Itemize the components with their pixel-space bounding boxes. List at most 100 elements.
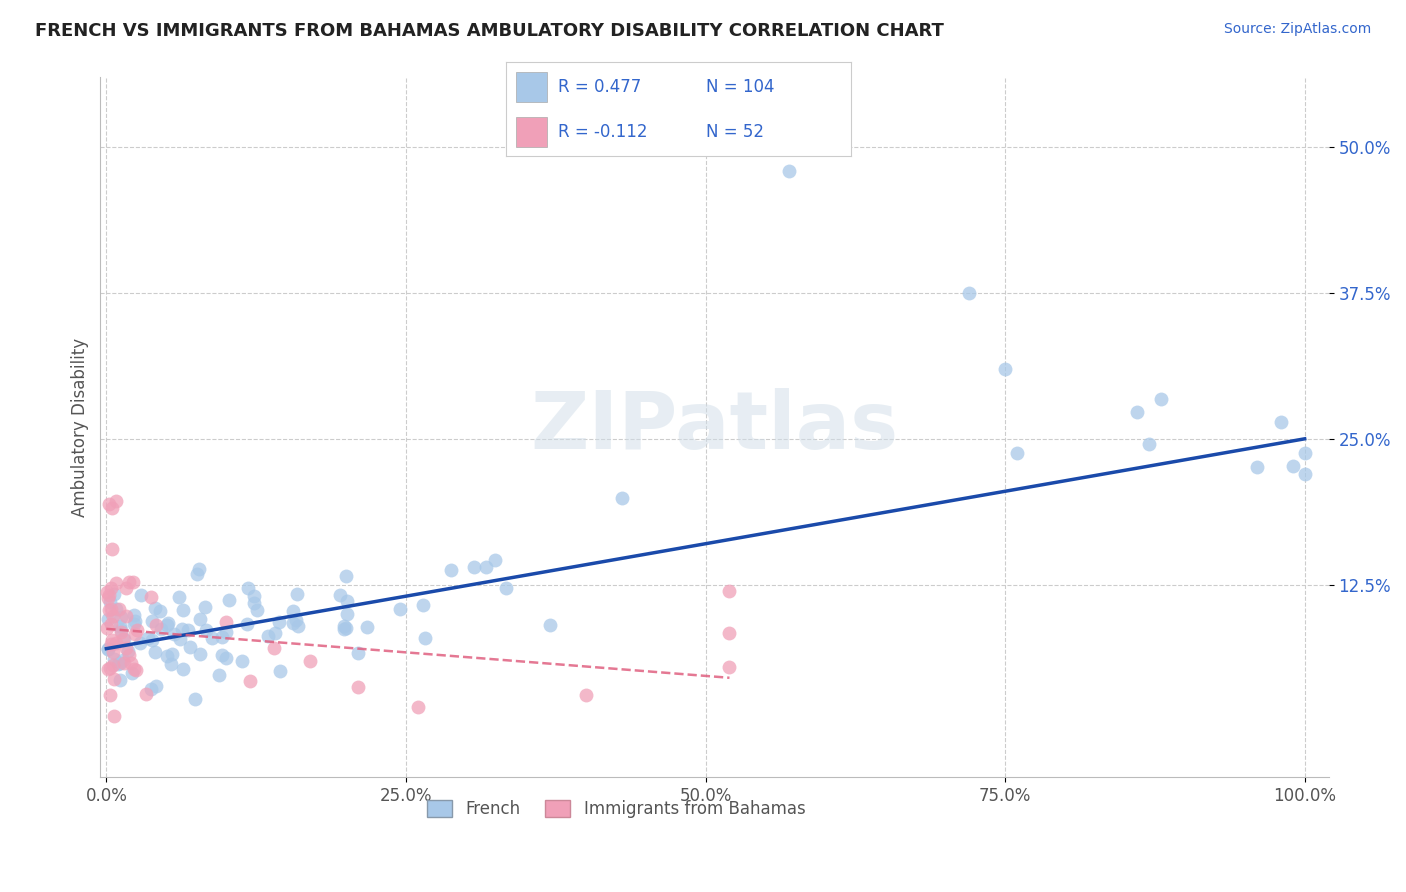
Point (333, 622, 356, 636)
Point (243, 589, 266, 603)
Point (115, 640, 138, 655)
Point (122, 616, 145, 631)
Point (145, 679, 167, 693)
Point (156, 649, 179, 664)
Point (122, 662, 145, 676)
Point (141, 590, 163, 604)
Point (1294, 445, 1316, 459)
Point (389, 602, 412, 616)
Point (495, 581, 517, 595)
Point (201, 631, 224, 645)
Bar (516, 72, 547, 102)
Point (100, 632, 122, 647)
Point (610, 491, 633, 505)
Point (156, 617, 179, 632)
Point (284, 613, 307, 627)
Point (236, 582, 259, 596)
Point (100, 501, 122, 516)
Point (143, 601, 166, 615)
Point (135, 687, 157, 701)
Point (336, 607, 359, 622)
Point (415, 632, 437, 646)
Point (105, 602, 128, 616)
Point (136, 631, 159, 645)
Point (96, 585, 118, 599)
Point (124, 664, 146, 678)
Point (97, 589, 120, 603)
Point (211, 648, 233, 663)
Point (149, 622, 172, 636)
Point (474, 560, 496, 574)
Point (957, 286, 980, 301)
Text: R = -0.112: R = -0.112 (558, 123, 647, 141)
Point (329, 588, 352, 602)
Point (269, 664, 291, 678)
Point (179, 640, 201, 654)
Point (120, 656, 142, 670)
Point (285, 587, 308, 601)
Point (97, 642, 120, 657)
Point (575, 688, 598, 702)
Point (156, 616, 179, 631)
Point (163, 626, 186, 640)
Point (124, 626, 146, 640)
Point (718, 660, 741, 674)
Point (243, 596, 266, 610)
Point (167, 591, 190, 605)
Point (231, 654, 253, 668)
Point (347, 647, 370, 661)
Point (463, 560, 485, 574)
Text: N = 52: N = 52 (706, 123, 763, 141)
Point (112, 657, 135, 671)
Point (236, 617, 259, 632)
Text: N = 104: N = 104 (706, 78, 775, 95)
Point (101, 645, 124, 659)
Point (103, 709, 125, 723)
Point (263, 626, 285, 640)
Point (97, 591, 120, 606)
Point (239, 673, 262, 688)
Point (103, 652, 125, 666)
Point (101, 541, 124, 556)
Point (101, 658, 124, 673)
Point (97, 603, 120, 617)
Point (190, 647, 212, 661)
Point (1281, 459, 1303, 474)
Point (172, 662, 194, 676)
Point (103, 587, 125, 601)
Text: Source: ZipAtlas.com: Source: ZipAtlas.com (1223, 22, 1371, 37)
Point (141, 632, 163, 647)
Point (194, 623, 217, 637)
Point (115, 581, 138, 595)
Point (347, 681, 370, 695)
Point (246, 603, 269, 617)
Point (118, 648, 141, 662)
Point (215, 615, 238, 630)
Point (122, 608, 145, 623)
Point (110, 610, 132, 624)
Point (184, 691, 207, 706)
Point (778, 163, 800, 178)
Point (267, 615, 290, 629)
Y-axis label: Ambulatory Disability: Ambulatory Disability (72, 337, 89, 516)
Point (218, 593, 240, 607)
Point (1126, 405, 1149, 419)
Point (188, 612, 211, 626)
Point (97, 662, 120, 676)
Point (104, 636, 127, 650)
Point (108, 656, 131, 670)
Point (1294, 467, 1316, 482)
Point (194, 600, 217, 615)
Point (107, 657, 129, 672)
Point (103, 609, 125, 624)
Point (98, 497, 121, 511)
Point (149, 604, 172, 618)
Point (110, 623, 132, 637)
Point (124, 614, 146, 628)
Point (108, 619, 131, 633)
Point (718, 584, 741, 599)
Point (129, 636, 152, 650)
Point (169, 632, 191, 646)
Point (98, 661, 121, 675)
Point (141, 614, 163, 628)
